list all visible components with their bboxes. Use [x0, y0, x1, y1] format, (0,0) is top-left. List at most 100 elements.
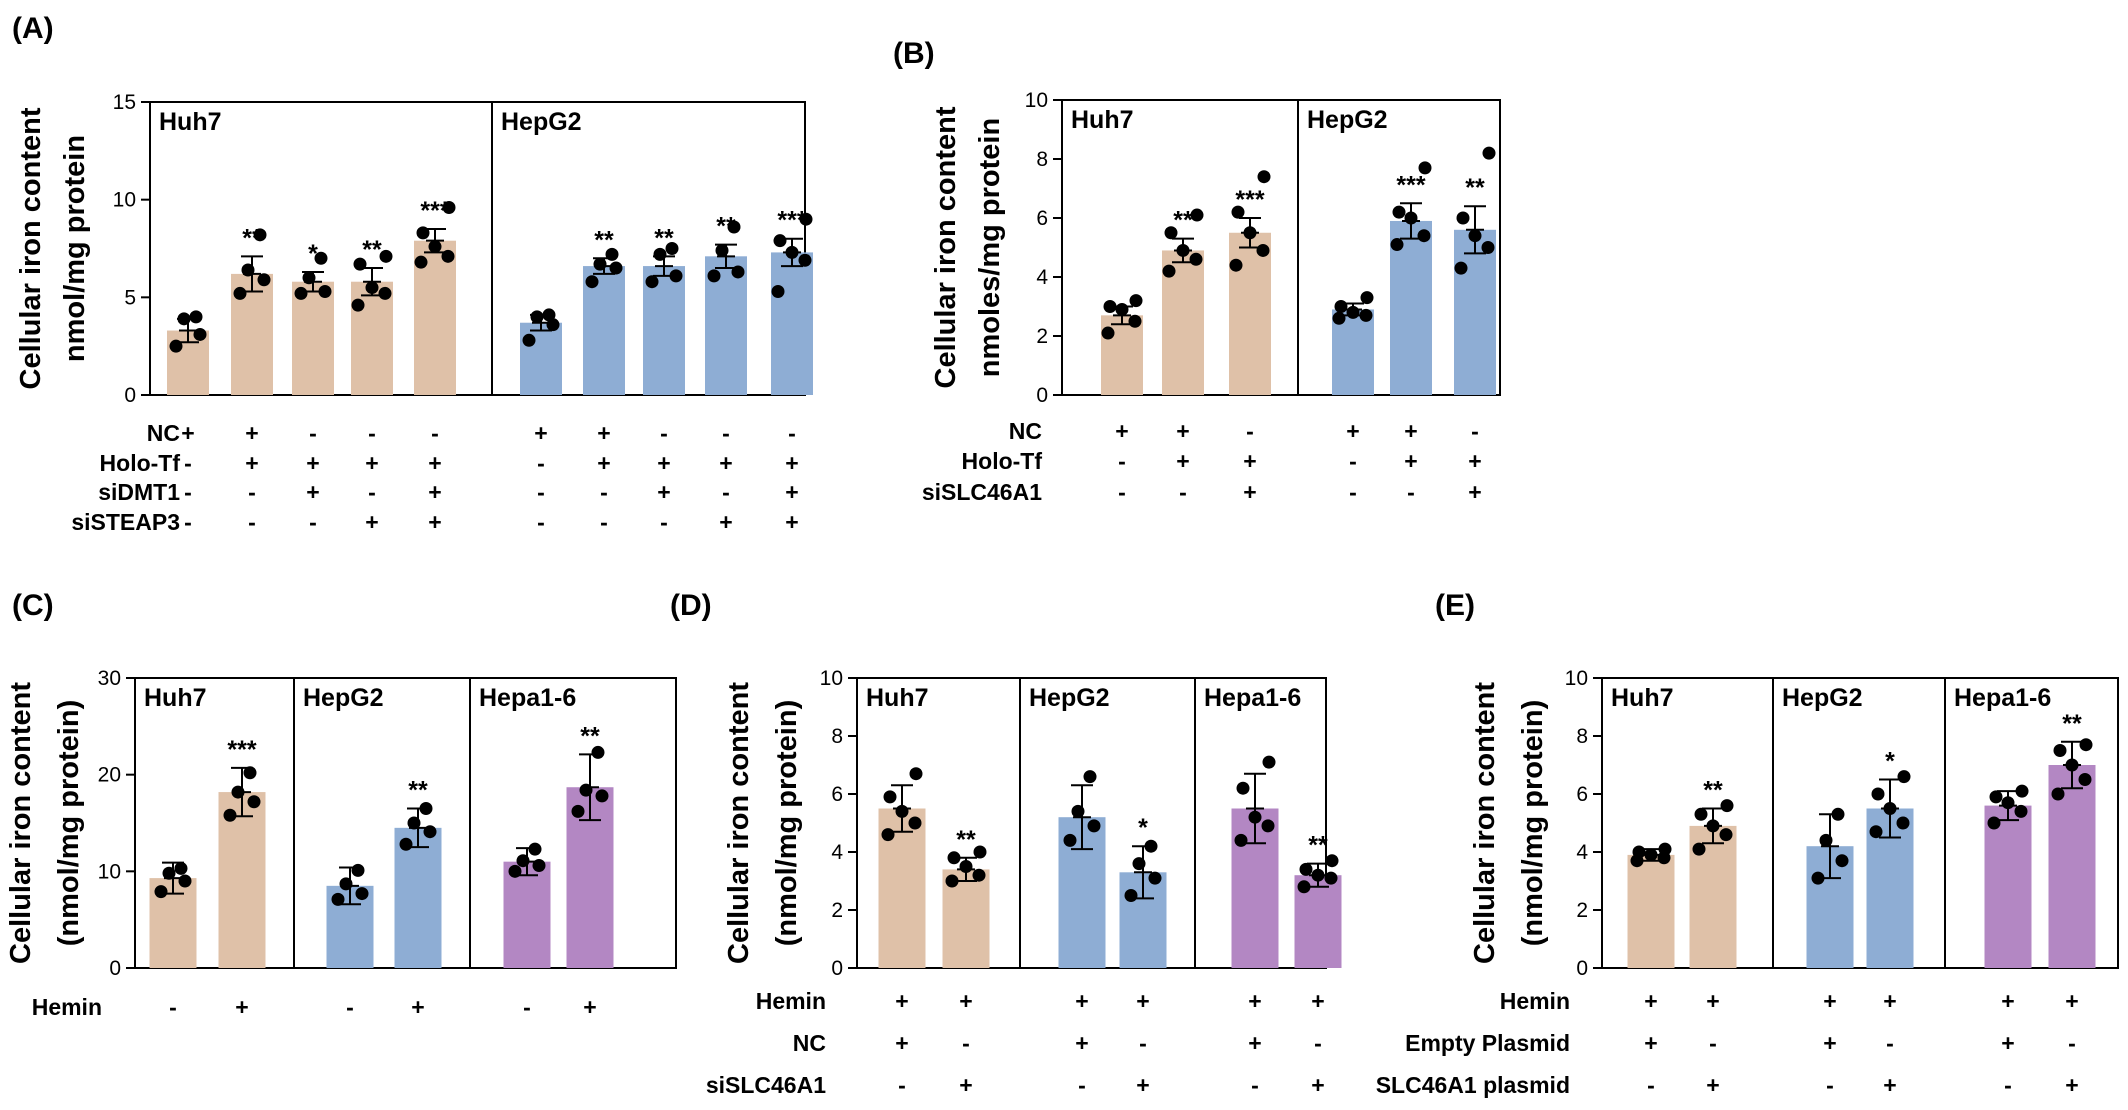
treatment-label: NC [793, 1030, 826, 1056]
y-axis-label: Cellular iron content [15, 107, 47, 389]
treatment-sign: + [1644, 1030, 1657, 1056]
treatment-sign: - [660, 509, 668, 535]
data-point [1346, 305, 1360, 319]
data-point [1359, 308, 1373, 322]
treatment-sign: - [537, 450, 545, 476]
plot-frame [1061, 99, 1501, 396]
data-point [351, 863, 365, 877]
y-axis-label: Cellular iron content [5, 682, 37, 964]
data-point [1299, 862, 1313, 876]
data-point [339, 877, 353, 891]
data-point [241, 263, 255, 277]
data-point [707, 269, 721, 283]
data-point [379, 249, 393, 263]
treatment-sign: + [1075, 1030, 1088, 1056]
data-point [1418, 161, 1432, 175]
data-point [522, 333, 536, 347]
y-tick-label: 2 [831, 899, 843, 922]
data-point [1144, 839, 1158, 853]
treatment-sign: + [1823, 988, 1836, 1014]
data-point [546, 318, 560, 332]
treatment-sign: + [411, 994, 424, 1020]
y-axis-label: Cellular iron content [930, 106, 962, 388]
treatment-sign: + [1404, 418, 1417, 444]
y-tick-label: 0 [831, 957, 843, 980]
treatment-sign: + [959, 988, 972, 1014]
data-point [1871, 787, 1885, 801]
significance-label: *** [420, 197, 449, 225]
y-tick-label: 6 [1576, 783, 1588, 806]
data-point [428, 240, 442, 254]
data-point [1334, 300, 1348, 313]
significance-label: ** [1465, 174, 1485, 202]
data-point [727, 220, 741, 234]
treatment-sign: + [245, 450, 258, 476]
y-tick-label: 10 [113, 189, 136, 212]
data-point [1706, 819, 1720, 833]
treatment-sign: - [1826, 1072, 1834, 1098]
treatment-sign: - [1886, 1030, 1894, 1056]
treatment-sign: + [181, 420, 194, 446]
data-point [973, 845, 987, 859]
bar [1627, 854, 1675, 968]
data-point [1129, 294, 1143, 308]
treatment-sign: - [1349, 448, 1357, 474]
data-point [1883, 802, 1897, 815]
y-tick-label: 6 [1036, 207, 1048, 230]
data-point [1257, 170, 1271, 184]
panel-letter: (D) [670, 589, 712, 622]
treatment-sign: - [1471, 418, 1479, 444]
cell-line-label: Huh7 [866, 684, 929, 712]
treatment-sign: - [788, 420, 796, 446]
treatment-sign: + [1644, 988, 1657, 1014]
y-tick-label: 30 [98, 667, 121, 690]
treatment-sign: - [1078, 1072, 1086, 1098]
data-point [508, 864, 522, 878]
data-point [1989, 790, 2003, 804]
treatment-sign: + [428, 450, 441, 476]
treatment-sign: - [1118, 479, 1126, 505]
y-tick-label: 0 [124, 384, 136, 407]
data-point [178, 874, 192, 888]
treatment-sign: - [537, 509, 545, 535]
treatment-sign: + [306, 479, 319, 505]
data-point [669, 269, 683, 283]
data-point [1231, 205, 1245, 219]
treatment-sign: + [1823, 1030, 1836, 1056]
data-point [585, 275, 599, 289]
data-point [665, 242, 679, 255]
data-point [1896, 816, 1910, 830]
treatment-sign: - [169, 994, 177, 1020]
bar [520, 322, 562, 395]
data-point [909, 767, 923, 781]
data-point [2014, 804, 2028, 818]
treatment-sign: + [1311, 988, 1324, 1014]
data-point [1835, 854, 1849, 868]
data-point [1658, 842, 1672, 856]
data-point [1256, 243, 1270, 257]
data-point [294, 286, 308, 300]
treatment-sign: + [1115, 418, 1128, 444]
data-point [1297, 880, 1311, 894]
data-point [1482, 146, 1496, 160]
data-point [798, 253, 812, 267]
data-point [947, 851, 961, 865]
treatment-sign: + [534, 420, 547, 446]
y-axis-label: (nmol/mg protein) [771, 700, 803, 946]
data-point [542, 308, 556, 322]
y-tick-label: 4 [1036, 266, 1048, 289]
significance-label: * [1885, 748, 1895, 776]
significance-label: *** [777, 207, 806, 235]
significance-label: * [1138, 814, 1148, 842]
bar [771, 252, 813, 395]
data-point [1261, 819, 1275, 833]
cell-line-label: Huh7 [144, 684, 207, 712]
data-point [1324, 871, 1338, 885]
bar [218, 792, 266, 968]
treatment-sign: + [2001, 1030, 2014, 1056]
data-point [945, 874, 959, 888]
data-point [1248, 810, 1262, 824]
treatment-sign: - [368, 479, 376, 505]
data-point [1720, 799, 1734, 813]
treatment-sign: + [1243, 479, 1256, 505]
